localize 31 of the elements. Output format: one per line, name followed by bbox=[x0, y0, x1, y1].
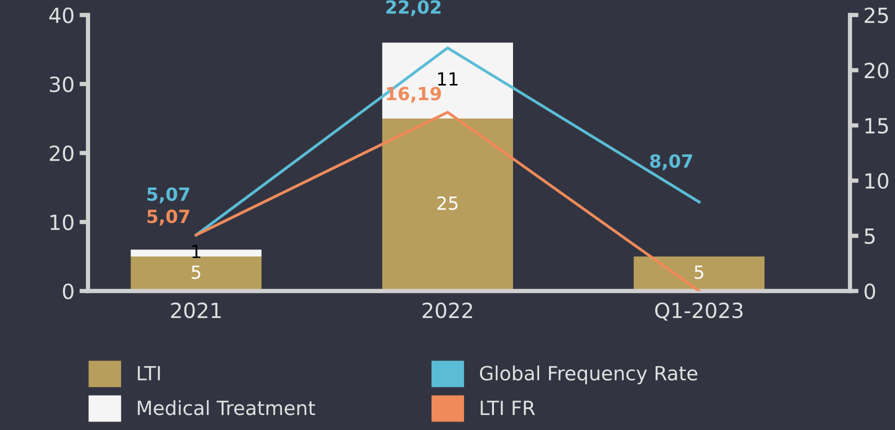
data-label: 8,07 bbox=[650, 154, 692, 170]
bar bbox=[130, 256, 262, 291]
y2-tick-label: 15 bbox=[865, 118, 888, 134]
y-tick-label: 0 bbox=[62, 283, 74, 300]
legend-label: LTI FR bbox=[480, 400, 535, 415]
data-label: 16,19 bbox=[386, 86, 441, 103]
y2-tick-label: 25 bbox=[864, 7, 888, 24]
legend-label: Global Frequency Rate bbox=[480, 365, 698, 384]
y-tick-label: 40 bbox=[49, 7, 74, 24]
x-tick-label: 2021 bbox=[171, 302, 221, 318]
data-label: 22,02 bbox=[386, 0, 440, 16]
data-label: 5,07 bbox=[147, 210, 190, 226]
bar bbox=[634, 256, 764, 291]
bar bbox=[382, 42, 514, 118]
x-tick-label: 2022 bbox=[422, 302, 472, 318]
y-tick-label: 30 bbox=[50, 76, 74, 92]
y2-tick-label: 10 bbox=[865, 173, 888, 189]
data-label: 5 bbox=[192, 266, 200, 279]
data-label: 5 bbox=[694, 266, 704, 279]
y-tick-label: 20 bbox=[50, 145, 74, 162]
y2-tick-label: 20 bbox=[864, 62, 888, 78]
x-tick-label: Q1-2023 bbox=[655, 302, 743, 321]
bar bbox=[382, 118, 514, 291]
legend-label: LTI bbox=[138, 366, 160, 380]
legend-label: Medical Treatment bbox=[138, 400, 316, 416]
data-label: 25 bbox=[437, 196, 458, 210]
data-label: 5,07 bbox=[147, 187, 190, 204]
y2-tick-label: 0 bbox=[864, 283, 876, 300]
y2-tick-label: 5 bbox=[864, 228, 875, 244]
y-tick-label: 10 bbox=[50, 214, 74, 230]
data-label: 11 bbox=[438, 72, 458, 86]
